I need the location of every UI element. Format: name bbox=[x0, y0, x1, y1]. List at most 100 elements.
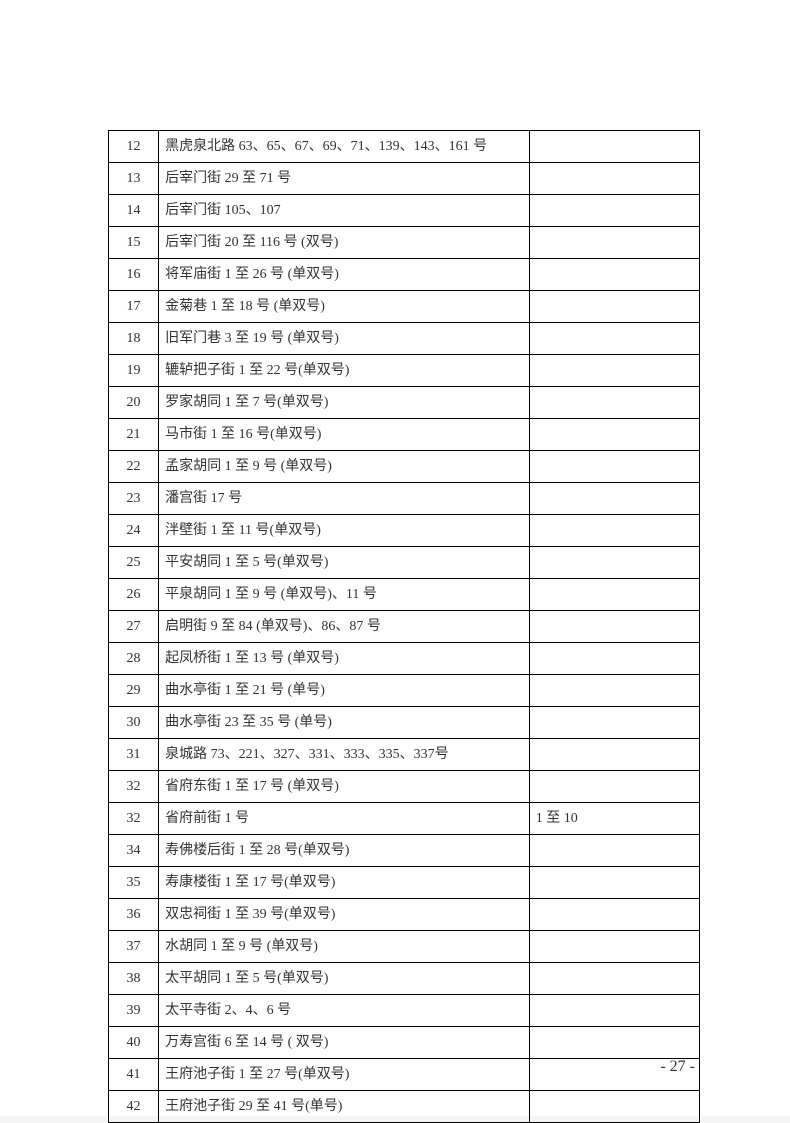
row-extra bbox=[529, 963, 699, 995]
row-index: 32 bbox=[109, 771, 159, 803]
row-index: 29 bbox=[109, 675, 159, 707]
row-extra bbox=[529, 515, 699, 547]
table-row: 13后宰门街 29 至 71 号 bbox=[109, 163, 700, 195]
row-content: 王府池子街 29 至 41 号(单号) bbox=[159, 1091, 530, 1123]
row-extra: 1 至 10 bbox=[529, 803, 699, 835]
row-index: 27 bbox=[109, 611, 159, 643]
row-content: 将军庙街 1 至 26 号 (单双号) bbox=[159, 259, 530, 291]
row-content: 潘宫街 17 号 bbox=[159, 483, 530, 515]
row-index: 24 bbox=[109, 515, 159, 547]
row-extra bbox=[529, 227, 699, 259]
table-row: 38太平胡同 1 至 5 号(单双号) bbox=[109, 963, 700, 995]
row-content: 罗家胡同 1 至 7 号(单双号) bbox=[159, 387, 530, 419]
row-content: 省府东街 1 至 17 号 (单双号) bbox=[159, 771, 530, 803]
row-content: 平泉胡同 1 至 9 号 (单双号)、11 号 bbox=[159, 579, 530, 611]
row-content: 孟家胡同 1 至 9 号 (单双号) bbox=[159, 451, 530, 483]
row-index: 36 bbox=[109, 899, 159, 931]
table-row: 12黑虎泉北路 63、65、67、69、71、139、143、161 号 bbox=[109, 131, 700, 163]
row-index: 41 bbox=[109, 1059, 159, 1091]
table-body: 12黑虎泉北路 63、65、67、69、71、139、143、161 号13后宰… bbox=[109, 131, 700, 1123]
row-extra bbox=[529, 419, 699, 451]
row-index: 17 bbox=[109, 291, 159, 323]
row-content: 黑虎泉北路 63、65、67、69、71、139、143、161 号 bbox=[159, 131, 530, 163]
row-extra bbox=[529, 675, 699, 707]
row-extra bbox=[529, 483, 699, 515]
row-content: 王府池子街 1 至 27 号(单双号) bbox=[159, 1059, 530, 1091]
row-extra bbox=[529, 323, 699, 355]
row-content: 寿康楼街 1 至 17 号(单双号) bbox=[159, 867, 530, 899]
row-content: 平安胡同 1 至 5 号(单双号) bbox=[159, 547, 530, 579]
row-content: 水胡同 1 至 9 号 (单双号) bbox=[159, 931, 530, 963]
row-extra bbox=[529, 867, 699, 899]
row-content: 后宰门街 105、107 bbox=[159, 195, 530, 227]
row-extra bbox=[529, 1027, 699, 1059]
table-row: 16将军庙街 1 至 26 号 (单双号) bbox=[109, 259, 700, 291]
table-row: 30曲水亭街 23 至 35 号 (单号) bbox=[109, 707, 700, 739]
table-row: 32省府东街 1 至 17 号 (单双号) bbox=[109, 771, 700, 803]
table-row: 22孟家胡同 1 至 9 号 (单双号) bbox=[109, 451, 700, 483]
row-extra bbox=[529, 771, 699, 803]
row-index: 25 bbox=[109, 547, 159, 579]
row-index: 22 bbox=[109, 451, 159, 483]
page-number: - 27 - bbox=[660, 1058, 695, 1076]
row-extra bbox=[529, 643, 699, 675]
table-row: 32省府前街 1 号1 至 10 bbox=[109, 803, 700, 835]
table-row: 35寿康楼街 1 至 17 号(单双号) bbox=[109, 867, 700, 899]
row-content: 起凤桥街 1 至 13 号 (单双号) bbox=[159, 643, 530, 675]
row-index: 21 bbox=[109, 419, 159, 451]
table-row: 41王府池子街 1 至 27 号(单双号) bbox=[109, 1059, 700, 1091]
row-extra bbox=[529, 387, 699, 419]
row-index: 23 bbox=[109, 483, 159, 515]
row-content: 后宰门街 29 至 71 号 bbox=[159, 163, 530, 195]
address-table: 12黑虎泉北路 63、65、67、69、71、139、143、161 号13后宰… bbox=[108, 130, 700, 1123]
table-row: 15后宰门街 20 至 116 号 (双号) bbox=[109, 227, 700, 259]
row-content: 马市街 1 至 16 号(单双号) bbox=[159, 419, 530, 451]
table-row: 42王府池子街 29 至 41 号(单号) bbox=[109, 1091, 700, 1123]
row-index: 31 bbox=[109, 739, 159, 771]
row-extra bbox=[529, 195, 699, 227]
row-extra bbox=[529, 451, 699, 483]
row-content: 辘轳把子街 1 至 22 号(单双号) bbox=[159, 355, 530, 387]
row-extra bbox=[529, 355, 699, 387]
document-page: 12黑虎泉北路 63、65、67、69、71、139、143、161 号13后宰… bbox=[0, 0, 790, 1116]
row-extra bbox=[529, 259, 699, 291]
table-row: 19辘轳把子街 1 至 22 号(单双号) bbox=[109, 355, 700, 387]
table-row: 17金菊巷 1 至 18 号 (单双号) bbox=[109, 291, 700, 323]
row-index: 42 bbox=[109, 1091, 159, 1123]
row-index: 37 bbox=[109, 931, 159, 963]
row-extra bbox=[529, 291, 699, 323]
row-index: 13 bbox=[109, 163, 159, 195]
row-extra bbox=[529, 1091, 699, 1123]
row-index: 30 bbox=[109, 707, 159, 739]
table-row: 18旧军门巷 3 至 19 号 (单双号) bbox=[109, 323, 700, 355]
table-row: 14后宰门街 105、107 bbox=[109, 195, 700, 227]
row-content: 万寿宫街 6 至 14 号 ( 双号) bbox=[159, 1027, 530, 1059]
row-index: 35 bbox=[109, 867, 159, 899]
row-extra bbox=[529, 579, 699, 611]
row-index: 38 bbox=[109, 963, 159, 995]
row-content: 寿佛楼后街 1 至 28 号(单双号) bbox=[159, 835, 530, 867]
row-index: 26 bbox=[109, 579, 159, 611]
row-index: 32 bbox=[109, 803, 159, 835]
row-index: 16 bbox=[109, 259, 159, 291]
table-row: 28起凤桥街 1 至 13 号 (单双号) bbox=[109, 643, 700, 675]
row-content: 启明街 9 至 84 (单双号)、86、87 号 bbox=[159, 611, 530, 643]
row-index: 19 bbox=[109, 355, 159, 387]
table-row: 26平泉胡同 1 至 9 号 (单双号)、11 号 bbox=[109, 579, 700, 611]
row-extra bbox=[529, 131, 699, 163]
row-content: 双忠祠街 1 至 39 号(单双号) bbox=[159, 899, 530, 931]
row-extra bbox=[529, 899, 699, 931]
table-row: 25平安胡同 1 至 5 号(单双号) bbox=[109, 547, 700, 579]
row-content: 旧军门巷 3 至 19 号 (单双号) bbox=[159, 323, 530, 355]
row-extra bbox=[529, 547, 699, 579]
row-index: 34 bbox=[109, 835, 159, 867]
table-row: 40万寿宫街 6 至 14 号 ( 双号) bbox=[109, 1027, 700, 1059]
row-index: 15 bbox=[109, 227, 159, 259]
row-content: 泉城路 73、221、327、331、333、335、337号 bbox=[159, 739, 530, 771]
row-index: 20 bbox=[109, 387, 159, 419]
table-row: 20罗家胡同 1 至 7 号(单双号) bbox=[109, 387, 700, 419]
row-content: 太平寺街 2、4、6 号 bbox=[159, 995, 530, 1027]
row-extra bbox=[529, 931, 699, 963]
row-index: 18 bbox=[109, 323, 159, 355]
table-row: 31泉城路 73、221、327、331、333、335、337号 bbox=[109, 739, 700, 771]
